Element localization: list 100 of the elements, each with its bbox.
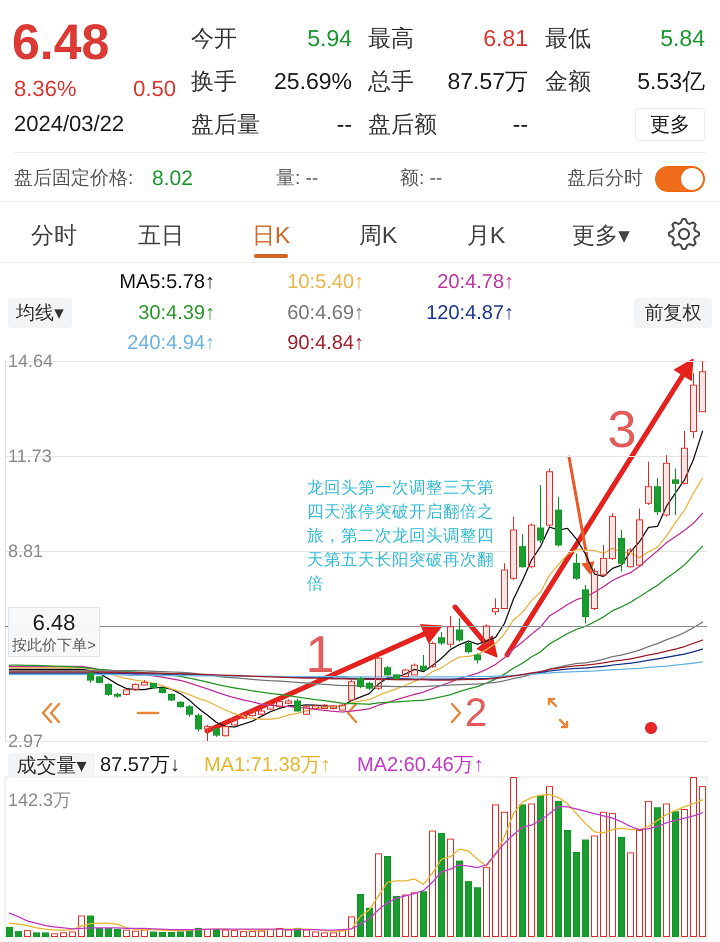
candlestick: [375, 656, 382, 690]
candlestick: [267, 702, 274, 711]
bar: [501, 812, 508, 937]
candlestick: [636, 508, 643, 568]
candlestick: [654, 478, 661, 516]
text: 10:5.40↑: [287, 270, 364, 294]
text: 120:4.87↑: [426, 300, 514, 326]
bar: [285, 930, 292, 937]
text: 6.48: [12, 12, 110, 72]
candlestick: [132, 682, 139, 692]
candlestick: [357, 676, 364, 689]
bar: [465, 881, 472, 937]
candlestick: [213, 727, 220, 738]
y-tick-label: 11.73: [8, 446, 52, 466]
text: 5.84: [660, 24, 705, 52]
candlestick: [105, 682, 112, 696]
bar: [537, 795, 544, 937]
text: 5.94: [307, 24, 352, 52]
bar: [555, 800, 562, 937]
candlestick: [114, 692, 121, 698]
bar: [690, 777, 697, 937]
bar: [222, 930, 229, 937]
bar: [384, 856, 391, 937]
bar: [33, 932, 40, 937]
bar: [546, 786, 553, 937]
bar: [411, 892, 418, 937]
candlestick: [168, 692, 175, 702]
text: 87.57万↓: [100, 752, 180, 778]
bar: [375, 853, 382, 937]
annotation: 142.3万: [8, 788, 72, 812]
text: 量: --: [276, 167, 318, 191]
bar: [402, 894, 409, 937]
bar: [303, 930, 310, 937]
candlestick: [492, 598, 499, 616]
candlestick: [483, 624, 490, 644]
text: MA1:71.38万↑: [204, 752, 331, 778]
text: 20:4.78↑: [437, 270, 514, 294]
candlestick: [384, 666, 391, 676]
bar: [483, 867, 490, 937]
candlestick: [600, 544, 607, 578]
bar: [6, 926, 13, 937]
button: 更多: [635, 108, 705, 141]
candlestick: [681, 430, 688, 485]
bar: [249, 931, 256, 937]
candlestick: [555, 496, 562, 548]
text: 87.57万: [447, 66, 528, 96]
candlestick: [528, 522, 535, 569]
bar: [321, 932, 328, 937]
candlestick: [366, 681, 373, 690]
candlestick: [546, 468, 553, 528]
text: --: [336, 110, 352, 138]
candlestick: [573, 552, 580, 580]
candlestick: [609, 512, 616, 560]
bar: [528, 804, 535, 937]
candlestick: [510, 516, 517, 580]
candlestick: [348, 680, 355, 702]
dropdown-button: 成交量▾: [8, 753, 95, 777]
bar: [105, 928, 112, 937]
candlestick: [699, 360, 706, 412]
bar: [114, 928, 121, 937]
candlestick: [429, 641, 436, 668]
bar: [447, 838, 454, 937]
candlestick: [339, 703, 346, 712]
candlestick: [330, 704, 337, 710]
bar: [141, 930, 148, 937]
y-tick-label: 8.81: [8, 540, 44, 561]
candlestick: [285, 698, 292, 705]
text: 5.53亿: [637, 66, 705, 96]
bar: [231, 930, 238, 937]
bar: [123, 930, 130, 937]
bar: [636, 830, 643, 937]
text: 60:4.69↑: [287, 300, 364, 326]
bar: [168, 932, 175, 937]
y-tick-label: 14.64: [8, 351, 54, 371]
bar: [393, 896, 400, 937]
candlestick: [258, 708, 265, 716]
text: 额: --: [400, 167, 442, 191]
text: 总手: [368, 66, 414, 96]
text: 盘后固定价格:: [14, 167, 134, 191]
candlestick: [591, 568, 598, 611]
text: 换手: [191, 66, 237, 96]
text: 盘后量: [191, 110, 260, 138]
text: 最低: [545, 24, 591, 52]
bar: [177, 932, 184, 937]
text: 8.02: [152, 166, 193, 192]
bar: [645, 800, 652, 937]
candlestick: [501, 562, 508, 609]
text: MA5:5.78↑: [119, 270, 215, 294]
bar: [438, 832, 445, 937]
candlestick: [447, 615, 454, 648]
candlestick: [582, 584, 589, 624]
y-tick-label: 2.97: [8, 731, 44, 751]
bar: [627, 852, 634, 937]
bar: [474, 887, 481, 937]
text: 25.69%: [274, 66, 352, 96]
bar: [69, 932, 76, 937]
bar: [42, 932, 49, 937]
text: 6.81: [483, 24, 528, 52]
annotation: 2: [464, 691, 488, 735]
candlestick: [393, 674, 400, 680]
